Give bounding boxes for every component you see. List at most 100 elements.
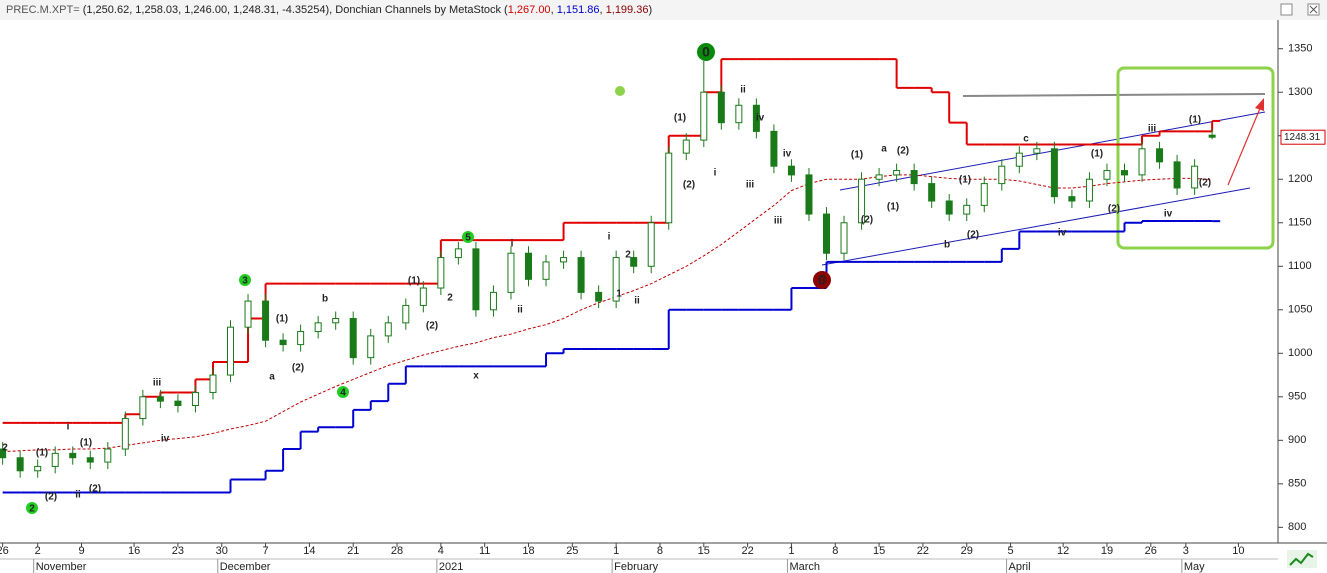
candle-body (174, 400, 182, 407)
wave-label: (2) (292, 363, 304, 374)
wave-label: (1) (276, 314, 288, 325)
wave-marker (337, 386, 349, 398)
wave-label: iv (161, 434, 170, 445)
wave-label: iii (1148, 124, 1157, 135)
wave-label: 2 (2, 443, 8, 454)
candle-body (858, 178, 866, 224)
candle-body (682, 139, 690, 154)
x-tick-label: 14 (303, 545, 315, 557)
wave-label: i (608, 232, 611, 243)
wave-marker (813, 271, 831, 289)
wave-label: 5 (465, 233, 471, 244)
month-label: April (1009, 561, 1031, 573)
wave-label: b (944, 240, 950, 251)
candle-body (630, 257, 638, 267)
wave-label: ii (517, 305, 523, 316)
window-controls[interactable] (1280, 3, 1320, 16)
x-tick-label: 23 (172, 545, 184, 557)
wave-label: (2) (967, 230, 979, 241)
x-tick-label: 15 (698, 545, 710, 557)
wave-label: 4 (340, 388, 346, 399)
x-tick-label: 19 (1101, 545, 1113, 557)
header: PREC.M.XPT= (1,250.62, 1,258.03, 1,246.0… (6, 4, 652, 16)
wave-marker (697, 43, 715, 61)
x-tick-label: 8 (832, 545, 838, 557)
candle-body (787, 165, 795, 176)
x-tick-label: 1 (788, 545, 794, 557)
candle-body (472, 248, 480, 311)
candle-body (384, 322, 392, 337)
month-label: 2021 (439, 561, 463, 573)
header-part: PREC.M.XPT= (6, 4, 80, 16)
marker-dot (615, 86, 625, 96)
wave-label: (2) (1108, 204, 1120, 215)
wave-label: ii (740, 85, 746, 96)
x-tick-label: 15 (873, 545, 885, 557)
candle-body (752, 104, 760, 132)
wave-label: ii (75, 490, 81, 501)
wave-label: i (714, 168, 717, 179)
x-tick-label: 26 (1145, 545, 1157, 557)
last-price-box (1280, 129, 1326, 145)
candle-body (998, 165, 1006, 185)
candle-body (1085, 178, 1093, 202)
candle-body (823, 213, 831, 254)
x-tick-label: 8 (657, 545, 663, 557)
x-tick-label: 2 (35, 545, 41, 557)
candle-body (227, 326, 235, 376)
x-tick-label: 1 (613, 545, 619, 557)
x-tick-label: 22 (741, 545, 753, 557)
candle-body (910, 170, 918, 185)
candle-body (437, 257, 445, 289)
wave-label: 2 (447, 293, 453, 304)
y-tick-label: 1100 (1288, 260, 1312, 272)
x-tick-label: 26 (0, 545, 9, 557)
y-tick-label: 1150 (1288, 217, 1312, 229)
channel-mid (2, 174, 1213, 453)
wave-label: x (473, 371, 479, 382)
minimize-button[interactable] (1280, 3, 1293, 16)
candle-body (314, 322, 322, 333)
x-tick-label: 28 (391, 545, 403, 557)
wave-label: (1) (1189, 115, 1201, 126)
x-tick-label: 10 (1232, 545, 1244, 557)
candle-body (875, 174, 883, 180)
x-tick-label: 9 (78, 545, 84, 557)
candle-body (139, 396, 147, 420)
y-tick-label: 800 (1288, 521, 1306, 533)
wave-label: 0 (702, 44, 710, 60)
header-part: , (551, 4, 557, 16)
header-part: , (600, 4, 606, 16)
highlight-box (1116, 66, 1275, 250)
candle-body (1050, 148, 1058, 198)
month-label: November (36, 561, 87, 573)
y-tick-label: 1350 (1288, 43, 1312, 55)
wave-marker (239, 274, 251, 286)
wave-marker (26, 502, 38, 514)
candle-body (209, 374, 217, 393)
candle-body (86, 457, 94, 463)
candle-body (665, 152, 673, 224)
candle-body (297, 331, 305, 346)
candle-body (980, 183, 988, 206)
candle-body (560, 257, 568, 263)
y-tick-label: 950 (1288, 391, 1306, 403)
x-tick-label: 21 (347, 545, 359, 557)
month-label: February (614, 561, 659, 573)
candle-body (1173, 161, 1181, 189)
x-tick-label: 25 (566, 545, 578, 557)
candle-body (34, 465, 42, 472)
last-price-label: 1248.31 (1284, 132, 1321, 143)
wave-label: iv (1058, 228, 1067, 239)
x-tick-label: 5 (1007, 545, 1013, 557)
logo (1287, 550, 1317, 568)
y-tick-label: 900 (1288, 434, 1306, 446)
candle-body (1156, 148, 1164, 163)
candle-body (69, 452, 77, 459)
target-line (962, 93, 1266, 97)
candle-body (525, 252, 533, 280)
month-label: December (220, 561, 271, 573)
candle-body (279, 339, 287, 346)
